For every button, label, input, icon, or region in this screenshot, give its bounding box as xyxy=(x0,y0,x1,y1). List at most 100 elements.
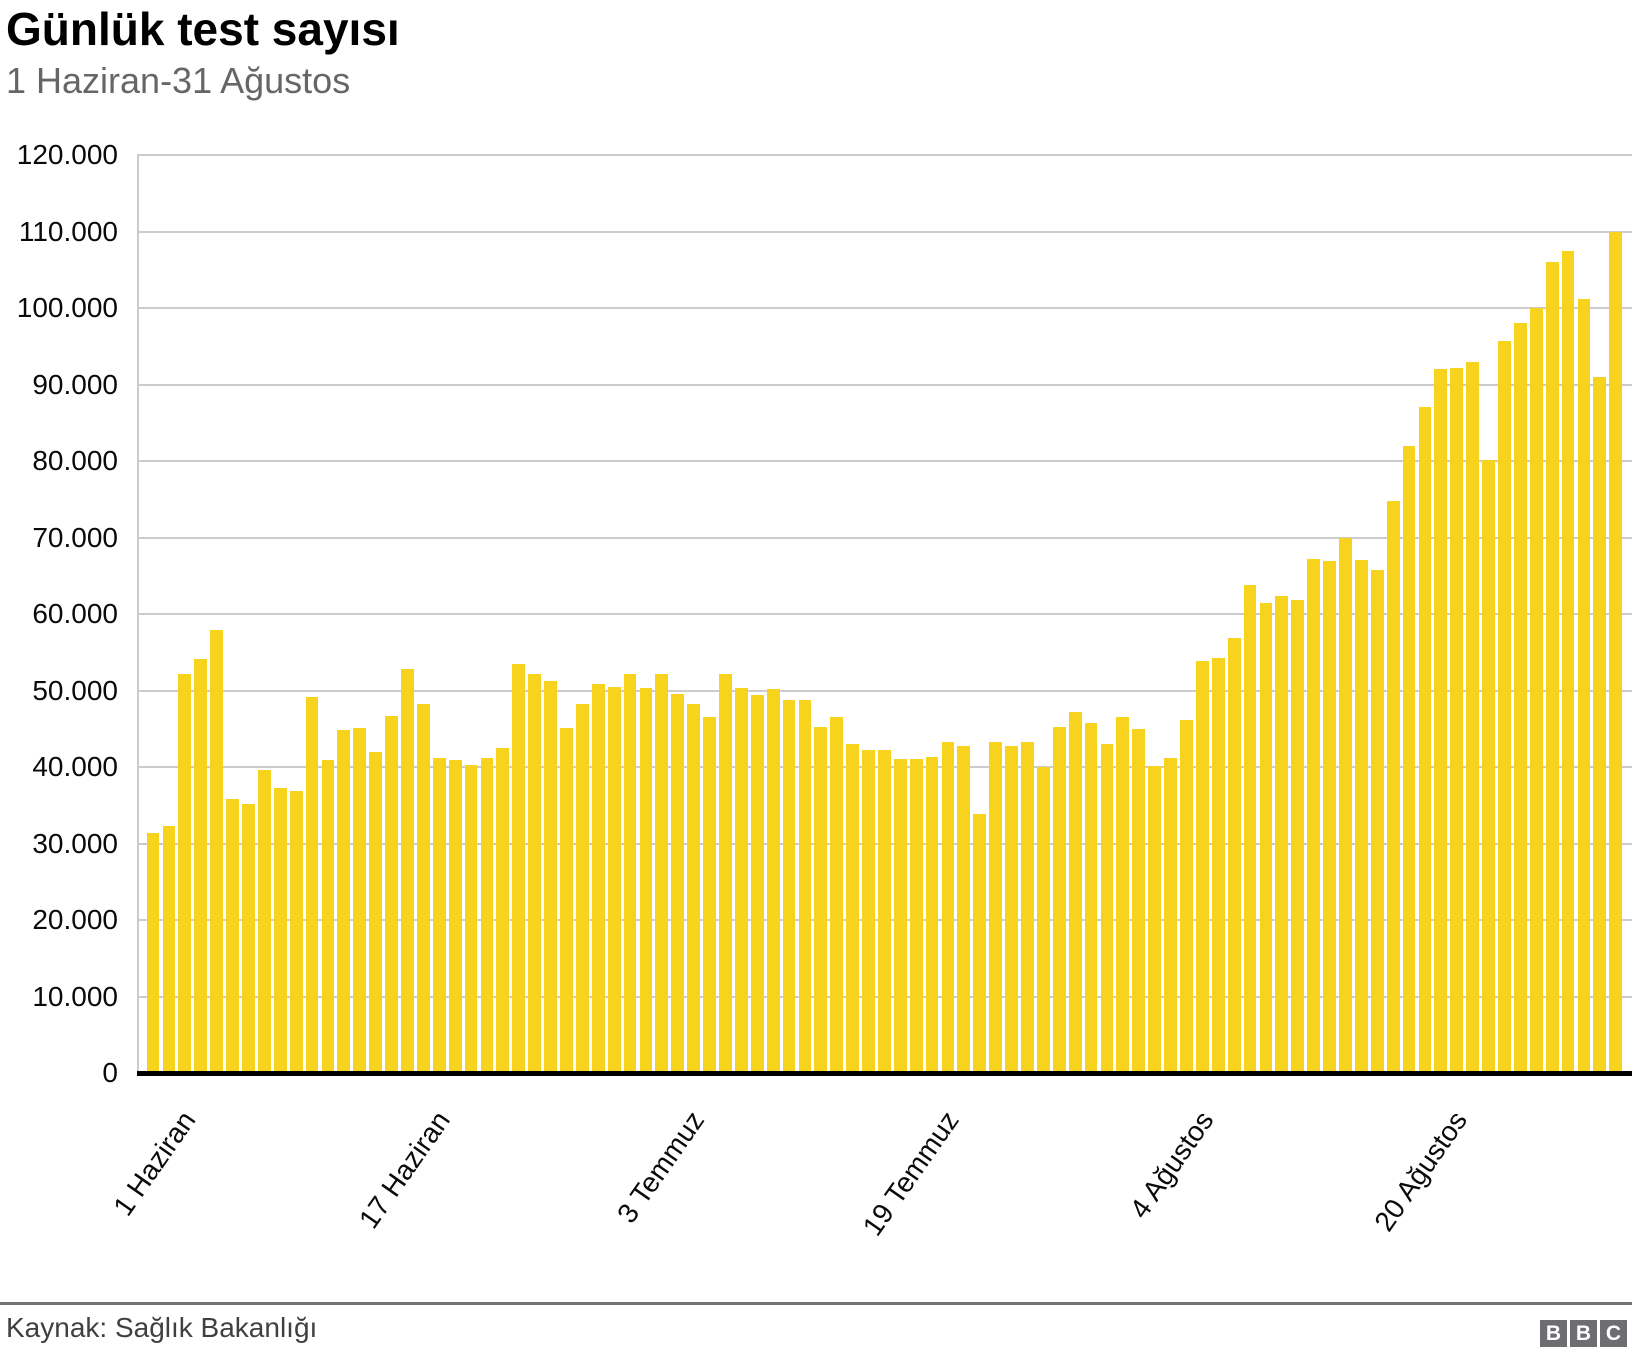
bar xyxy=(750,695,764,1073)
x-axis-tick-label: 1 Haziran xyxy=(107,1105,202,1222)
bar xyxy=(1275,596,1289,1073)
bar xyxy=(1307,558,1321,1073)
bar xyxy=(242,803,255,1073)
source-credit: Kaynak: Sağlık Bakanlığı xyxy=(6,1312,318,1343)
bar xyxy=(416,703,430,1073)
bar xyxy=(1386,500,1400,1073)
bar xyxy=(782,699,796,1073)
bar xyxy=(305,696,319,1073)
bar xyxy=(1354,560,1368,1073)
bar xyxy=(909,759,923,1073)
bar xyxy=(1116,716,1130,1073)
bbc-logo-letter: C xyxy=(1600,1320,1627,1347)
bar xyxy=(671,693,685,1073)
bar xyxy=(448,760,462,1073)
bar xyxy=(1100,744,1114,1073)
bar xyxy=(639,688,653,1073)
bar xyxy=(1370,570,1384,1073)
bar xyxy=(719,673,732,1073)
bar xyxy=(1291,600,1305,1073)
y-axis-tick-label: 100.000 xyxy=(16,292,118,323)
x-axis-tick-label: 19 Temmuz xyxy=(856,1105,965,1242)
bar xyxy=(1545,262,1559,1073)
bar xyxy=(575,703,589,1073)
gridline xyxy=(137,154,1632,156)
bar xyxy=(957,745,971,1073)
bar xyxy=(1259,602,1273,1073)
bar xyxy=(1036,767,1050,1073)
bar xyxy=(210,630,224,1073)
bar xyxy=(1148,766,1162,1073)
gridline xyxy=(137,536,1632,539)
x-axis-tick-label: 17 Haziran xyxy=(352,1105,457,1235)
bar xyxy=(687,703,701,1073)
chart-subtitle: 1 Haziran-31 Ağustos xyxy=(6,60,351,101)
footer-divider xyxy=(0,1302,1632,1305)
bar xyxy=(1434,369,1448,1073)
bar xyxy=(1498,340,1511,1073)
y-axis-tick-label: 90.000 xyxy=(32,368,118,400)
bar xyxy=(353,727,367,1073)
y-axis-tick-label: 30.000 xyxy=(32,827,118,859)
bar xyxy=(369,751,383,1073)
bar xyxy=(146,832,160,1073)
bar xyxy=(766,688,780,1073)
bar xyxy=(321,760,335,1073)
y-axis-line xyxy=(137,155,139,1073)
bar xyxy=(1084,723,1098,1073)
bbc-logo-letter: B xyxy=(1570,1320,1597,1347)
bar xyxy=(1180,719,1193,1073)
bar xyxy=(544,681,557,1073)
bar xyxy=(226,799,239,1073)
bar xyxy=(1195,660,1209,1073)
bar xyxy=(734,688,748,1073)
bar xyxy=(512,663,526,1073)
bar xyxy=(464,764,478,1073)
bar xyxy=(337,729,351,1073)
bar xyxy=(1577,298,1591,1073)
bar xyxy=(893,758,907,1073)
bar xyxy=(1609,231,1623,1073)
gridline xyxy=(137,307,1632,309)
bar xyxy=(1466,362,1480,1073)
bar xyxy=(1513,323,1527,1073)
bar xyxy=(703,717,716,1073)
bar xyxy=(162,825,176,1073)
bar xyxy=(623,673,637,1073)
y-axis-tick-label: 50.000 xyxy=(32,674,118,706)
bar xyxy=(1593,376,1607,1073)
bar xyxy=(1450,368,1464,1073)
y-axis-tick-label: 10.000 xyxy=(32,980,118,1012)
gridline xyxy=(137,383,1632,386)
bar xyxy=(1005,746,1018,1073)
bar xyxy=(607,687,621,1073)
bar xyxy=(1561,250,1575,1073)
y-axis-tick-label: 40.000 xyxy=(32,751,118,782)
bar xyxy=(973,813,987,1073)
bar xyxy=(528,673,542,1073)
x-axis-baseline xyxy=(137,1071,1632,1076)
bar xyxy=(989,741,1003,1073)
bar xyxy=(273,788,287,1073)
y-axis-tick-label: 110.000 xyxy=(18,215,118,247)
bar xyxy=(655,674,669,1073)
gridline xyxy=(137,613,1632,615)
chart-title: Günlük test sayısı xyxy=(6,3,400,55)
x-axis-tick-label: 3 Temmuz xyxy=(611,1105,711,1229)
gridline xyxy=(137,689,1632,692)
bar xyxy=(385,715,398,1073)
bar xyxy=(257,770,271,1073)
x-axis-tick-label: 20 Ağustos xyxy=(1368,1105,1474,1237)
bar xyxy=(560,727,573,1073)
y-axis-tick-label: 60.000 xyxy=(32,598,118,629)
y-axis-tick-label: 120.000 xyxy=(16,139,118,170)
gridline xyxy=(137,230,1632,233)
y-axis-tick-label: 20.000 xyxy=(32,904,118,935)
bar xyxy=(1402,445,1416,1073)
bar xyxy=(1243,584,1257,1073)
bar xyxy=(1529,308,1543,1073)
bar xyxy=(830,717,844,1073)
bar xyxy=(1482,460,1495,1073)
bar xyxy=(496,747,510,1073)
